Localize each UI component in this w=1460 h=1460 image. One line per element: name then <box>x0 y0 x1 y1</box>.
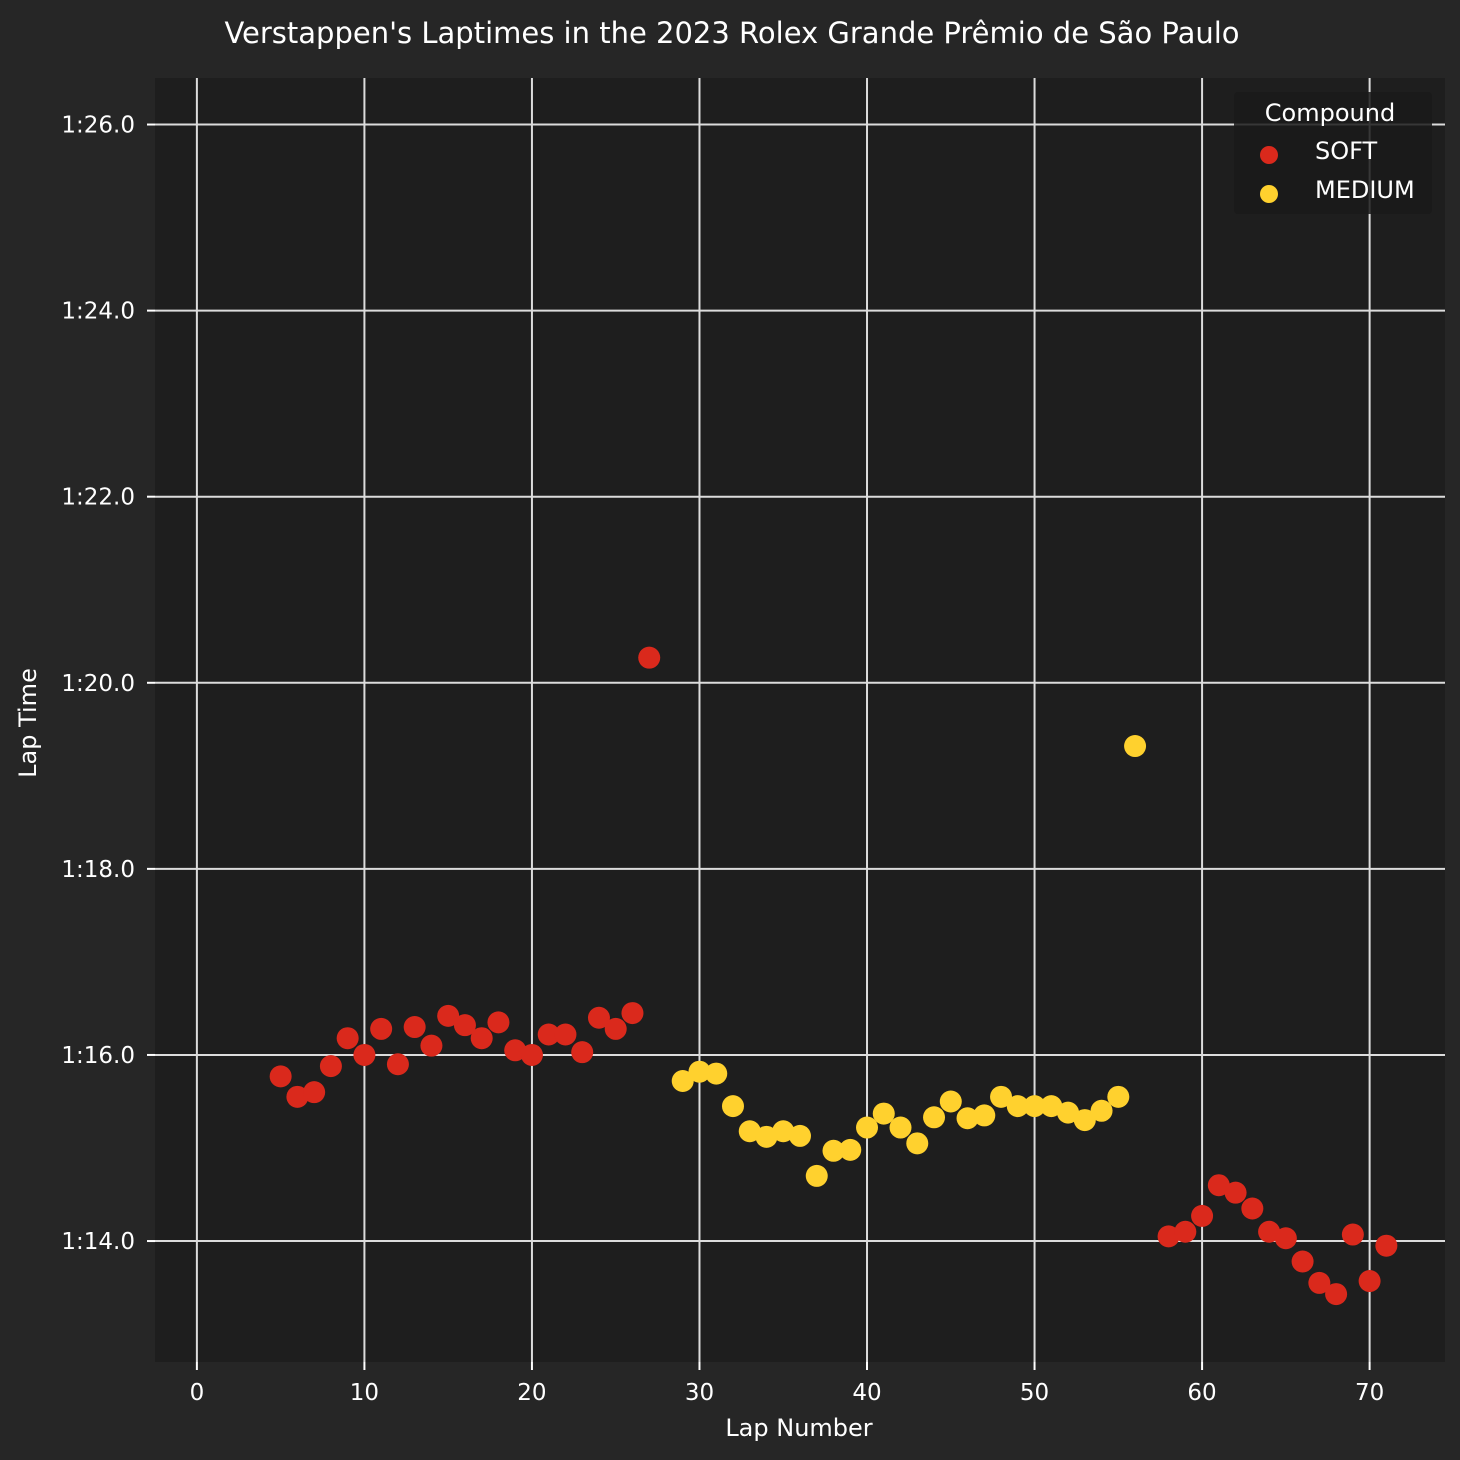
y-tick-label: 1:22.0 <box>61 485 135 511</box>
data-point-medium-lap-35 <box>772 1120 795 1143</box>
data-point-soft-lap-20 <box>520 1043 543 1066</box>
data-point-medium-lap-52 <box>1057 1101 1080 1124</box>
data-point-soft-lap-60 <box>1191 1204 1214 1227</box>
data-point-medium-lap-42 <box>889 1116 912 1139</box>
data-point-medium-lap-43 <box>906 1132 929 1155</box>
data-point-medium-lap-54 <box>1090 1099 1113 1122</box>
data-point-soft-lap-6 <box>286 1085 309 1108</box>
data-point-medium-lap-48 <box>990 1085 1013 1108</box>
data-point-soft-lap-16 <box>453 1014 476 1037</box>
data-point-soft-lap-58 <box>1157 1225 1180 1248</box>
legend-marker-soft <box>1260 146 1278 164</box>
data-point-soft-lap-12 <box>386 1053 409 1076</box>
data-point-soft-lap-14 <box>420 1034 443 1057</box>
data-points <box>269 646 1398 1306</box>
data-point-medium-lap-49 <box>1006 1095 1029 1118</box>
data-point-medium-lap-39 <box>839 1138 862 1161</box>
legend-label-soft: SOFT <box>1315 137 1378 165</box>
data-point-soft-lap-62 <box>1224 1181 1247 1204</box>
x-tick-label: 40 <box>852 1380 881 1406</box>
data-point-medium-lap-50 <box>1023 1095 1046 1118</box>
data-point-medium-lap-53 <box>1073 1109 1096 1132</box>
data-point-soft-lap-7 <box>303 1081 326 1104</box>
plot-area <box>155 78 1445 1362</box>
data-point-medium-lap-51 <box>1040 1095 1063 1118</box>
data-point-medium-lap-32 <box>721 1095 744 1118</box>
data-point-soft-lap-21 <box>537 1023 560 1046</box>
data-point-soft-lap-13 <box>403 1016 426 1039</box>
data-point-medium-lap-56 <box>1124 735 1147 758</box>
data-point-soft-lap-61 <box>1207 1174 1230 1197</box>
y-tick-label: 1:26.0 <box>61 113 135 139</box>
legend-title: Compound <box>1265 99 1395 127</box>
data-point-medium-lap-36 <box>789 1124 811 1147</box>
data-point-soft-lap-8 <box>319 1055 342 1078</box>
data-point-medium-lap-44 <box>923 1106 946 1129</box>
data-point-soft-lap-27 <box>638 646 661 669</box>
data-point-medium-lap-29 <box>671 1070 694 1093</box>
x-tick-label: 20 <box>517 1380 546 1406</box>
x-tick-label: 0 <box>190 1380 205 1406</box>
legend-box <box>1234 92 1432 214</box>
grid-lines <box>155 78 1445 1362</box>
data-point-soft-lap-26 <box>621 1002 644 1025</box>
x-tick-label: 50 <box>1020 1380 1049 1406</box>
data-point-soft-lap-64 <box>1258 1220 1281 1243</box>
y-tick-label: 1:14.0 <box>61 1229 135 1255</box>
legend-label-medium: MEDIUM <box>1315 176 1415 204</box>
data-point-medium-lap-30 <box>688 1060 711 1083</box>
x-tick-label: 60 <box>1187 1380 1216 1406</box>
data-point-soft-lap-5 <box>269 1065 292 1088</box>
data-point-soft-lap-67 <box>1308 1271 1331 1294</box>
y-tick-label: 1:24.0 <box>61 299 135 325</box>
data-point-soft-lap-24 <box>587 1006 610 1029</box>
y-tick-label: 1:18.0 <box>61 857 135 883</box>
data-point-medium-lap-55 <box>1107 1085 1130 1108</box>
data-point-soft-lap-65 <box>1274 1227 1297 1250</box>
data-point-soft-lap-11 <box>370 1017 393 1040</box>
data-point-soft-lap-59 <box>1174 1220 1197 1243</box>
data-point-medium-lap-41 <box>872 1102 895 1125</box>
legend: Compound SOFT MEDIUM <box>1234 92 1432 214</box>
data-point-soft-lap-18 <box>487 1011 510 1034</box>
data-point-soft-lap-70 <box>1358 1270 1381 1293</box>
data-point-soft-lap-17 <box>470 1027 493 1050</box>
data-point-soft-lap-25 <box>604 1017 627 1040</box>
data-point-medium-lap-33 <box>738 1120 761 1143</box>
data-point-soft-lap-68 <box>1325 1283 1348 1306</box>
axis-ticks: 0 10 20 30 40 50 60 70 1:14.0 1:16.0 1:18.0 1:20.0 1… <box>61 113 1384 1406</box>
legend-marker-medium <box>1260 185 1278 203</box>
data-point-soft-lap-22 <box>554 1023 577 1046</box>
data-point-soft-lap-19 <box>504 1039 527 1062</box>
data-point-medium-lap-40 <box>856 1116 879 1139</box>
data-point-medium-lap-37 <box>805 1164 828 1187</box>
data-point-medium-lap-34 <box>755 1125 778 1148</box>
data-point-medium-lap-31 <box>705 1062 728 1085</box>
data-point-soft-lap-23 <box>571 1041 594 1064</box>
data-point-soft-lap-63 <box>1241 1197 1264 1220</box>
data-point-medium-lap-47 <box>973 1104 996 1127</box>
y-tick-label: 1:20.0 <box>61 671 135 697</box>
data-point-soft-lap-66 <box>1291 1250 1314 1273</box>
chart-title: Verstappen's Laptimes in the 2023 Rolex … <box>224 16 1239 50</box>
data-point-medium-lap-38 <box>822 1139 845 1162</box>
data-point-soft-lap-15 <box>437 1004 460 1027</box>
x-tick-label: 30 <box>685 1380 714 1406</box>
data-point-soft-lap-9 <box>336 1027 359 1050</box>
y-tick-label: 1:16.0 <box>61 1043 135 1069</box>
data-point-medium-lap-45 <box>939 1090 962 1113</box>
data-point-medium-lap-46 <box>956 1107 979 1130</box>
x-tick-label: 70 <box>1355 1380 1384 1406</box>
data-point-soft-lap-69 <box>1341 1223 1364 1246</box>
y-axis-label: Lap Time <box>14 668 42 778</box>
data-point-soft-lap-10 <box>353 1043 376 1066</box>
x-tick-label: 10 <box>350 1380 379 1406</box>
x-axis-label: Lap Number <box>725 1414 872 1442</box>
data-point-soft-lap-71 <box>1375 1234 1398 1257</box>
